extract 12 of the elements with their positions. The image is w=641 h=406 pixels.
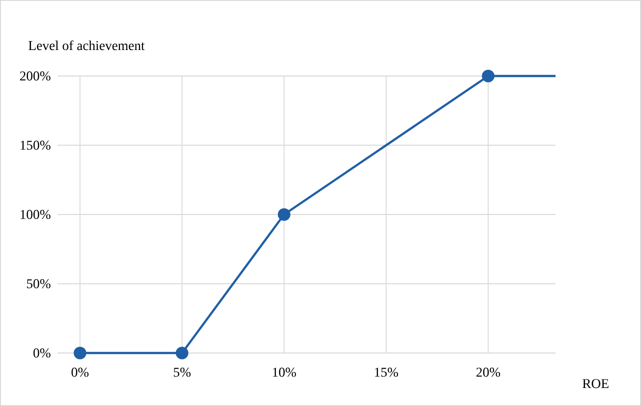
y-tick-label: 50%	[26, 279, 50, 288]
x-tick-label: 10%	[272, 368, 296, 377]
y-tick-label: 150%	[20, 140, 50, 150]
x-tick-label: 15%	[375, 368, 398, 377]
x-tick-label: 5%	[174, 368, 191, 377]
x-axis-title: ROE	[582, 379, 608, 388]
y-tick-label: 0%	[33, 348, 50, 358]
y-tick-label: 100%	[20, 210, 50, 220]
y-tick-label: 200%	[20, 71, 50, 81]
y-axis-title: Level of achievement	[28, 40, 145, 50]
x-tick-label: 20%	[476, 368, 500, 377]
x-tick-label: 0%	[72, 368, 89, 377]
